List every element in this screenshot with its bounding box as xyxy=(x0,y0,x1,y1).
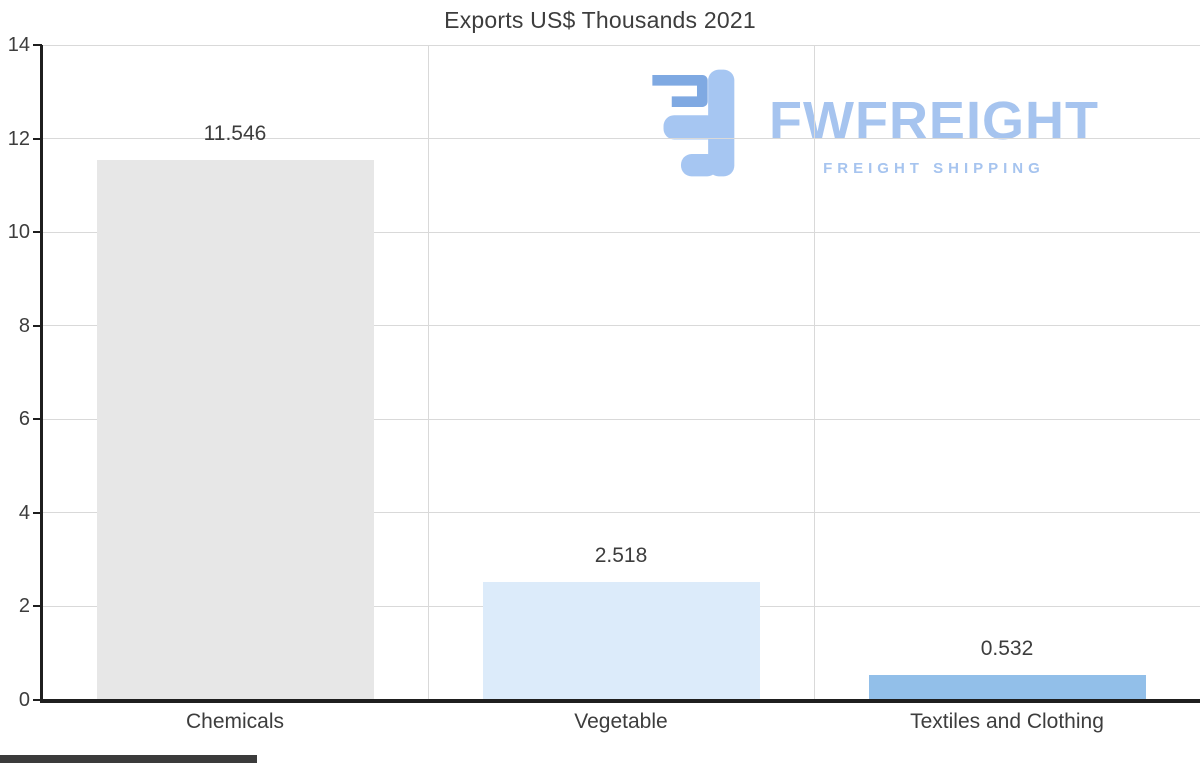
x-gridline xyxy=(813,45,815,700)
y-axis xyxy=(40,45,43,700)
bar-chemicals[interactable] xyxy=(97,160,374,699)
fwfreight-logo-icon xyxy=(648,64,745,187)
watermark-tagline-text: FREIGHT SHIPPING xyxy=(823,160,1045,177)
y-tick-label: 12 xyxy=(7,127,30,150)
x-gridline xyxy=(427,45,429,700)
y-gridline xyxy=(42,418,1200,420)
horizontal-scrollbar-thumb[interactable] xyxy=(0,755,257,763)
y-gridline xyxy=(42,44,1200,46)
bar-value-label: 0.532 xyxy=(980,637,1034,660)
chart-title: Exports US$ Thousands 2021 xyxy=(444,7,756,33)
y-tick-label: 2 xyxy=(18,595,30,618)
y-tick-mark xyxy=(33,324,42,327)
y-tick-mark xyxy=(33,511,42,514)
bar-vegetable[interactable] xyxy=(483,582,760,699)
y-tick-mark xyxy=(33,44,42,46)
x-axis xyxy=(40,699,1200,703)
y-tick-mark xyxy=(33,418,42,421)
watermark-logo: FWFREIGHT FREIGHT SHIPPING xyxy=(648,64,1099,187)
y-gridline xyxy=(42,138,1200,140)
bar-value-label: 11.546 xyxy=(203,122,267,145)
y-tick-label: 8 xyxy=(18,314,30,337)
watermark-text-block: FWFREIGHT FREIGHT SHIPPING xyxy=(769,94,1099,177)
y-tick-label: 0 xyxy=(18,689,30,711)
y-gridline xyxy=(42,325,1200,327)
x-category-label: Vegetable xyxy=(574,710,668,733)
y-tick-mark xyxy=(33,137,42,140)
y-tick-label: 4 xyxy=(18,501,30,524)
y-tick-label: 14 xyxy=(7,34,30,56)
bar-value-label: 2.518 xyxy=(594,544,648,567)
bar-textiles-and-clothing[interactable] xyxy=(869,675,1146,699)
watermark-brand-text: FWFREIGHT xyxy=(769,91,1099,151)
x-category-label: Chemicals xyxy=(185,710,285,733)
y-gridline xyxy=(42,512,1200,514)
y-tick-mark xyxy=(33,231,42,234)
y-tick-label: 10 xyxy=(7,221,30,244)
y-tick-label: 6 xyxy=(18,408,30,431)
y-tick-mark xyxy=(33,699,42,701)
y-gridline xyxy=(42,231,1200,233)
x-category-label: Textiles and Clothing xyxy=(910,710,1104,733)
y-tick-mark xyxy=(33,605,42,608)
